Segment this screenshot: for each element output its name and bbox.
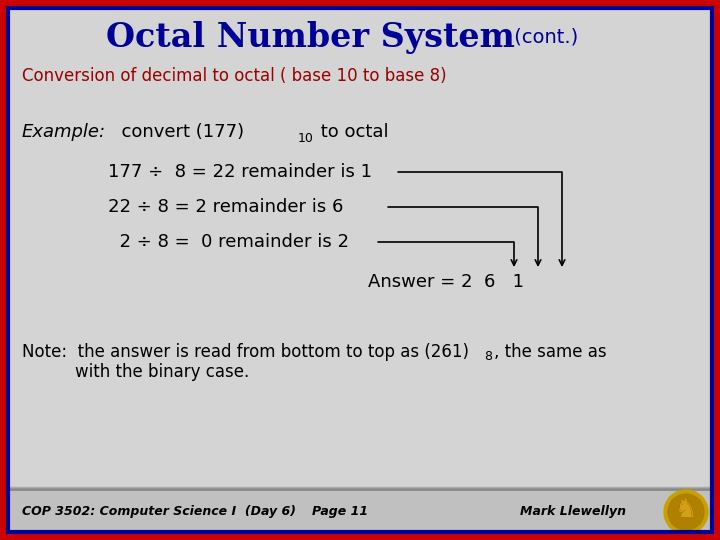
Text: , the same as: , the same as [494,343,607,361]
Text: (cont.): (cont.) [508,28,578,46]
Text: ♞: ♞ [675,498,697,522]
Text: with the binary case.: with the binary case. [75,363,249,381]
Text: 177 ÷  8 = 22 remainder is 1: 177 ÷ 8 = 22 remainder is 1 [108,163,372,181]
Text: 8: 8 [484,350,492,363]
Text: to octal: to octal [315,123,389,141]
Text: Answer = 2  6   1: Answer = 2 6 1 [368,273,524,291]
Text: Conversion of decimal to octal ( base 10 to base 8): Conversion of decimal to octal ( base 10… [22,67,446,85]
Text: Mark Llewellyn: Mark Llewellyn [520,505,626,518]
Text: 22 ÷ 8 = 2 remainder is 6: 22 ÷ 8 = 2 remainder is 6 [108,198,343,216]
Text: Octal Number System: Octal Number System [106,21,514,53]
Bar [3,489,717,537]
Text: Page 11: Page 11 [312,505,368,518]
Text: 2 ÷ 8 =  0 remainder is 2: 2 ÷ 8 = 0 remainder is 2 [108,233,349,251]
Text: Example:: Example: [22,123,106,141]
Text: COP 3502: Computer Science I  (Day 6): COP 3502: Computer Science I (Day 6) [22,505,296,518]
Circle shape [664,490,708,534]
Text: 10: 10 [298,132,314,145]
Text: Note:  the answer is read from bottom to top as (261): Note: the answer is read from bottom to … [22,343,469,361]
Text: convert (177): convert (177) [110,123,244,141]
Circle shape [668,494,704,530]
